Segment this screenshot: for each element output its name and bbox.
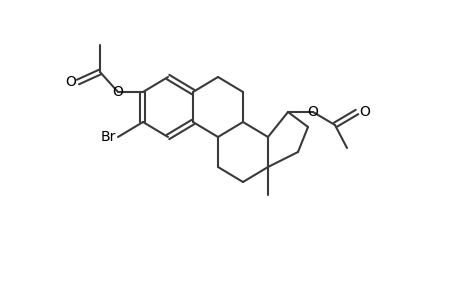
Text: O: O [307,105,318,119]
Text: Br: Br [101,130,116,144]
Text: O: O [65,75,76,89]
Text: O: O [358,105,369,119]
Text: O: O [112,85,123,99]
